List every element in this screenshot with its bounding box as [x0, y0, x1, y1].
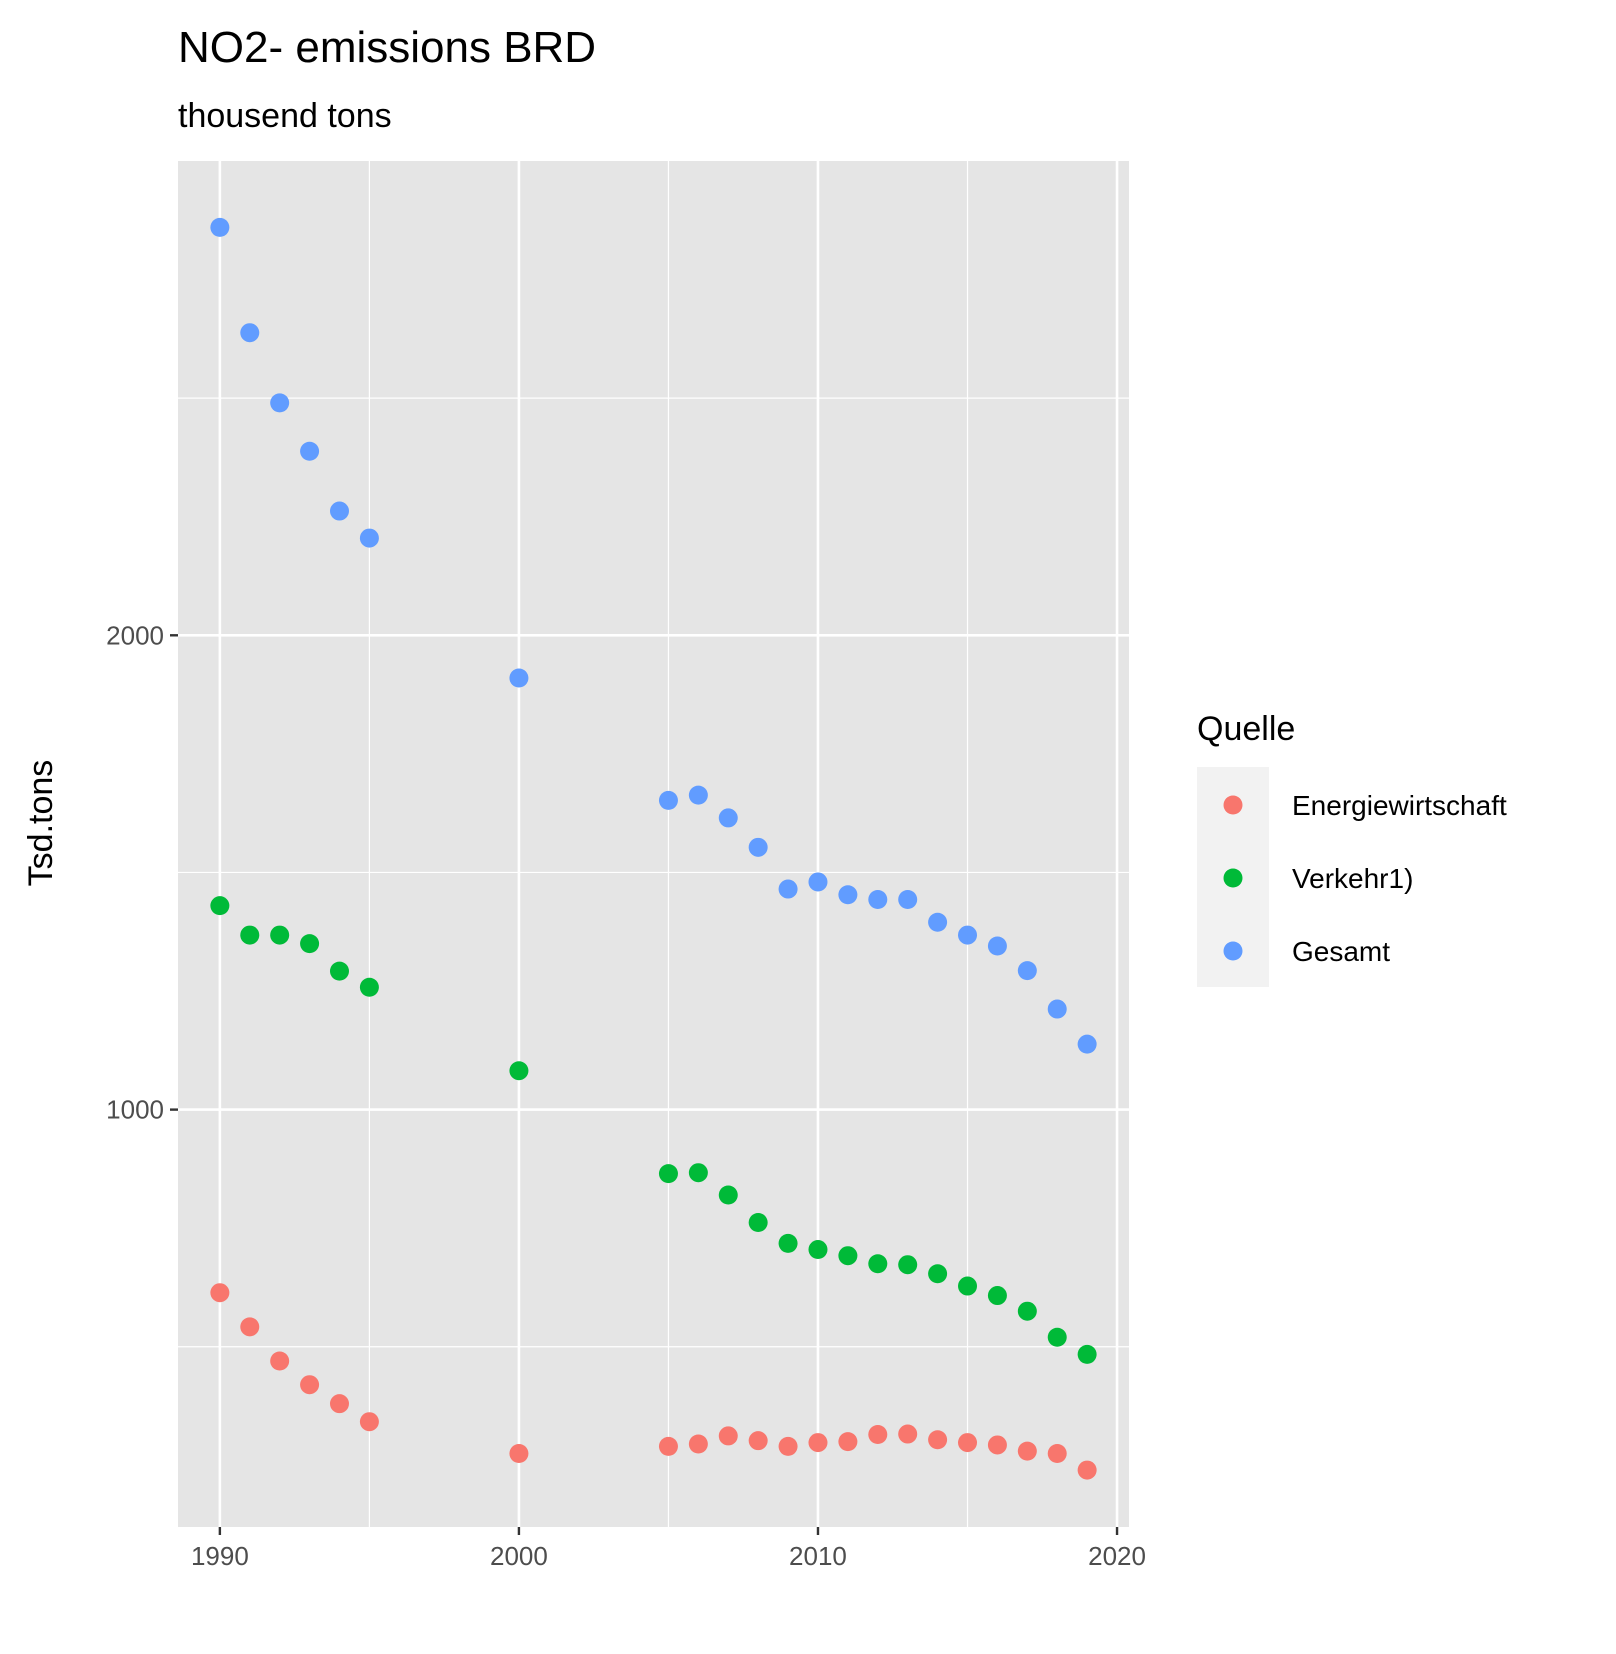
x-tick-label: 2000 [490, 1541, 548, 1571]
point-gesamt [1017, 961, 1037, 981]
point-energiewirtschaft [509, 1443, 529, 1463]
legend-key-dot [1223, 868, 1243, 888]
legend-key-dot [1223, 795, 1243, 815]
point-energiewirtschaft [958, 1433, 978, 1453]
point-verkehr1 [300, 934, 320, 954]
point-energiewirtschaft [808, 1433, 828, 1453]
point-energiewirtschaft [658, 1436, 678, 1456]
point-gesamt [718, 808, 738, 828]
legend-label: Gesamt [1292, 936, 1390, 967]
point-gesamt [1047, 999, 1067, 1019]
point-verkehr1 [210, 896, 230, 916]
point-gesamt [1077, 1034, 1097, 1054]
point-verkehr1 [958, 1276, 978, 1296]
point-energiewirtschaft [1017, 1441, 1037, 1461]
point-energiewirtschaft [868, 1425, 888, 1445]
point-energiewirtschaft [898, 1424, 918, 1444]
point-gesamt [688, 785, 708, 805]
point-gesamt [658, 790, 678, 810]
chart-subtitle: thousend tons [178, 97, 392, 135]
plot-panel [178, 161, 1129, 1527]
point-verkehr1 [329, 961, 349, 981]
y-tick-label: 1000 [106, 1095, 164, 1125]
minor-gridlines [178, 161, 1129, 1527]
point-energiewirtschaft [688, 1434, 708, 1454]
point-verkehr1 [718, 1185, 738, 1205]
legend-label: Energiewirtschaft [1292, 790, 1507, 821]
point-gesamt [240, 323, 260, 343]
point-gesamt [509, 668, 529, 688]
legend-key-dot [1223, 941, 1243, 961]
point-verkehr1 [240, 925, 260, 945]
legend-items: Energiewirtschaft Verkehr1) Gesamt [1223, 790, 1507, 967]
point-verkehr1 [868, 1254, 888, 1274]
point-gesamt [778, 879, 798, 899]
point-energiewirtschaft [1077, 1460, 1097, 1480]
point-gesamt [748, 837, 768, 857]
point-verkehr1 [509, 1061, 529, 1081]
point-gesamt [808, 872, 828, 892]
point-gesamt [359, 528, 379, 548]
point-verkehr1 [898, 1255, 918, 1275]
x-tick-label: 2010 [789, 1541, 847, 1571]
point-energiewirtschaft [359, 1412, 379, 1432]
point-energiewirtschaft [778, 1436, 798, 1456]
y-tick-label: 2000 [106, 620, 164, 650]
legend-title: Quelle [1197, 710, 1295, 748]
point-energiewirtschaft [300, 1375, 320, 1395]
point-verkehr1 [1017, 1301, 1037, 1321]
point-verkehr1 [928, 1264, 948, 1284]
y-axis-label: Tsd.tons [22, 760, 60, 887]
x-axis: 1990 2000 2010 2020 [191, 1527, 1146, 1571]
point-energiewirtschaft [718, 1426, 738, 1446]
point-energiewirtschaft [748, 1431, 768, 1451]
x-tick-label: 1990 [191, 1541, 249, 1571]
point-gesamt [300, 441, 320, 461]
legend: Quelle Energiewirtschaft Verkehr1) Gesamt [1197, 710, 1507, 987]
point-energiewirtschaft [838, 1432, 858, 1452]
point-energiewirtschaft [210, 1283, 230, 1303]
point-gesamt [270, 393, 290, 413]
data-points [210, 217, 1097, 1480]
point-gesamt [928, 912, 948, 932]
point-gesamt [838, 885, 858, 905]
point-gesamt [329, 501, 349, 521]
point-verkehr1 [748, 1212, 768, 1232]
point-gesamt [958, 925, 978, 945]
point-verkehr1 [808, 1240, 828, 1260]
point-gesamt [898, 889, 918, 909]
point-verkehr1 [658, 1164, 678, 1184]
point-gesamt [987, 936, 1007, 956]
point-verkehr1 [1077, 1344, 1097, 1364]
point-verkehr1 [1047, 1327, 1067, 1347]
point-verkehr1 [838, 1246, 858, 1266]
point-gesamt [868, 889, 888, 909]
point-energiewirtschaft [928, 1430, 948, 1450]
point-verkehr1 [987, 1286, 1007, 1306]
point-energiewirtschaft [240, 1317, 260, 1337]
point-energiewirtschaft [987, 1435, 1007, 1455]
point-gesamt [210, 217, 230, 237]
point-energiewirtschaft [1047, 1443, 1067, 1463]
point-energiewirtschaft [270, 1351, 290, 1371]
x-tick-label: 2020 [1088, 1541, 1146, 1571]
chart-title: NO2- emissions BRD [178, 23, 596, 72]
point-verkehr1 [359, 977, 379, 997]
point-energiewirtschaft [329, 1394, 349, 1414]
point-verkehr1 [778, 1233, 798, 1253]
legend-label: Verkehr1) [1292, 863, 1413, 894]
y-axis: 1000 2000 [106, 620, 178, 1125]
point-verkehr1 [688, 1163, 708, 1183]
point-verkehr1 [270, 925, 290, 945]
